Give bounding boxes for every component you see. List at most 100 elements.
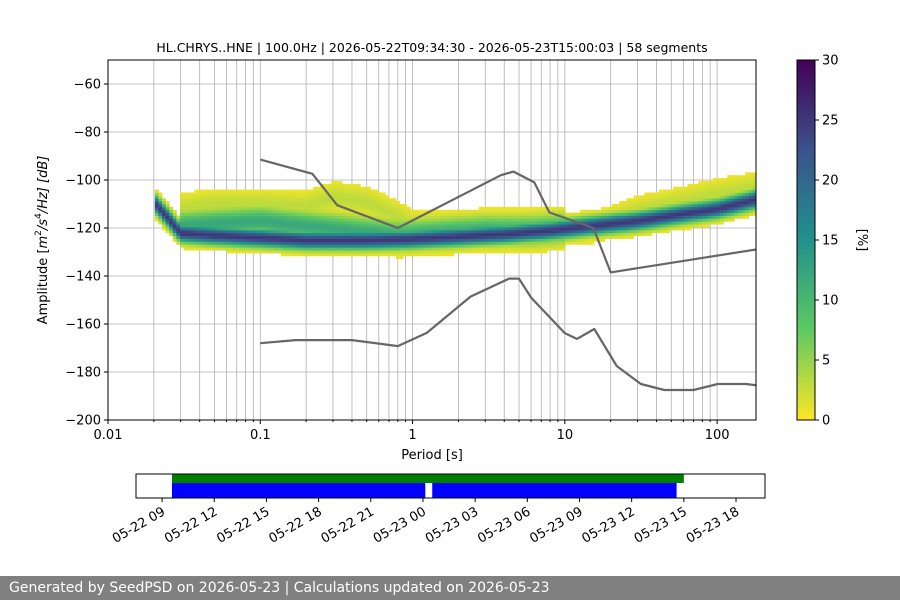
density-cell <box>561 206 566 211</box>
density-cell <box>316 244 321 248</box>
density-cell <box>342 186 346 190</box>
density-cell <box>370 247 375 251</box>
density-cell <box>180 192 184 196</box>
density-cell <box>446 229 451 234</box>
density-cell <box>345 229 350 234</box>
density-cell <box>273 224 278 228</box>
density-cell <box>406 212 411 216</box>
density-cell <box>162 204 166 208</box>
density-cell <box>230 244 235 248</box>
density-cell <box>324 212 328 216</box>
density-cell <box>626 224 631 228</box>
density-cell <box>172 212 177 216</box>
density-cell <box>453 229 458 234</box>
density-cell <box>198 206 202 211</box>
density-cell <box>273 235 278 239</box>
density-cell <box>748 183 753 188</box>
density-cell <box>504 244 508 248</box>
density-cell <box>291 201 296 205</box>
density-cell <box>266 221 271 225</box>
density-cell <box>442 247 447 251</box>
density-cell <box>234 204 238 208</box>
density-cell <box>547 218 552 222</box>
density-cell <box>417 244 422 248</box>
density-cell <box>298 224 303 228</box>
density-cell <box>450 215 454 219</box>
density-cell <box>640 221 645 225</box>
density-cell <box>691 186 696 190</box>
density-cell <box>414 247 418 251</box>
density-cell <box>230 195 235 199</box>
density-cell <box>633 198 638 202</box>
density-cell <box>496 224 501 228</box>
density-cell <box>399 215 404 219</box>
density-cell <box>374 212 379 216</box>
density-cell <box>194 215 199 219</box>
density-cell <box>320 201 325 205</box>
density-cell <box>367 192 372 196</box>
density-cell <box>388 227 393 231</box>
density-cell <box>180 244 184 248</box>
density-cell <box>547 227 552 231</box>
density-cell <box>349 232 354 237</box>
density-cell <box>414 224 418 228</box>
density-cell <box>367 229 372 234</box>
density-cell <box>262 201 267 205</box>
density-cell <box>367 250 372 254</box>
density-cell <box>313 212 318 216</box>
density-cell <box>457 209 462 214</box>
density-cell <box>705 215 710 219</box>
density-cell <box>334 201 339 205</box>
density-cell <box>579 235 584 239</box>
density-cell <box>306 206 310 211</box>
density-cell <box>648 198 652 202</box>
density-cell <box>374 198 379 202</box>
density-cell <box>687 195 692 199</box>
density-cell <box>522 212 526 216</box>
density-cell <box>514 221 519 225</box>
density-cell <box>630 235 634 239</box>
density-cell <box>511 250 516 254</box>
density-cell <box>259 244 264 248</box>
density-cell <box>316 247 321 251</box>
density-cell <box>561 238 566 242</box>
density-cell <box>532 206 537 211</box>
density-cell <box>453 215 458 219</box>
density-cell <box>385 201 390 205</box>
density-cell <box>676 192 681 196</box>
density-cell <box>342 247 346 251</box>
density-cell <box>417 209 422 214</box>
density-cell <box>745 189 750 193</box>
density-cell <box>651 221 656 225</box>
density-cell <box>298 247 303 251</box>
density-cell <box>316 229 321 234</box>
density-cell <box>702 195 706 199</box>
density-cell <box>590 232 595 237</box>
density-cell <box>561 209 566 214</box>
density-cell <box>468 238 472 242</box>
density-cell <box>298 212 303 216</box>
density-cell <box>691 221 696 225</box>
density-cell <box>442 229 447 234</box>
density-cell <box>432 241 436 245</box>
density-cell <box>723 198 728 202</box>
density-cell <box>288 192 292 196</box>
density-cell <box>244 206 249 211</box>
density-cell <box>525 224 530 228</box>
density-cell <box>367 206 372 211</box>
density-cell <box>532 212 537 216</box>
density-cell <box>507 238 512 242</box>
density-cell <box>522 227 526 231</box>
density-cell <box>363 201 368 205</box>
density-cell <box>532 235 537 239</box>
density-cell <box>615 227 620 231</box>
density-cell <box>165 206 170 211</box>
density-cell <box>363 209 368 214</box>
density-cell <box>374 241 379 245</box>
density-cell <box>370 209 375 214</box>
density-cell <box>273 209 278 214</box>
density-cell <box>277 206 282 211</box>
density-cell <box>460 250 465 254</box>
density-cell <box>378 218 382 222</box>
density-cell <box>471 232 476 237</box>
